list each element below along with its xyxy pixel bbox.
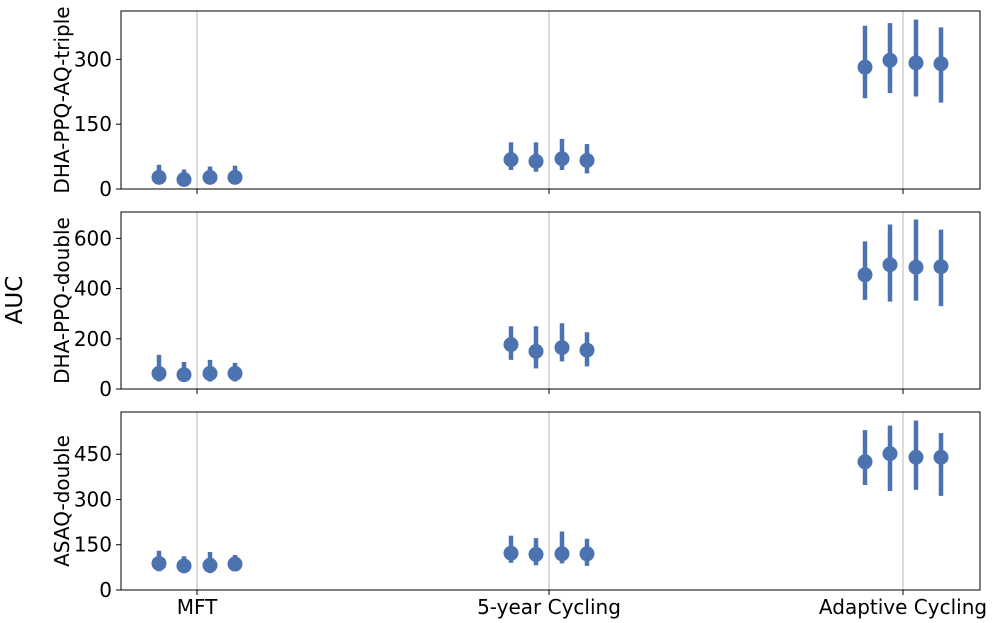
y-tick-label-3: 400: [74, 277, 112, 301]
data-point: [176, 367, 192, 383]
x-tick-label-3: Adaptive Cycling: [819, 595, 987, 619]
y-tick-label-1: 0: [99, 377, 112, 401]
y-tick-label-4: 450: [74, 442, 112, 466]
data-point: [176, 558, 192, 574]
data-point: [857, 267, 873, 283]
data-point: [503, 152, 519, 168]
data-point: [579, 546, 595, 562]
data-point: [202, 557, 218, 573]
data-point: [933, 56, 949, 72]
data-point: [176, 171, 192, 187]
y-tick-label-1: 0: [99, 177, 112, 201]
data-point: [528, 153, 544, 169]
data-point: [528, 546, 544, 562]
data-point: [857, 59, 873, 75]
data-point: [227, 556, 243, 572]
data-point: [151, 555, 167, 571]
panels: 0150300DHA-PPQ-AQ-triple0200400600DHA-PP…: [50, 6, 981, 602]
y-tick-label-2: 150: [74, 112, 112, 136]
y-tick-label-2: 200: [74, 327, 112, 351]
data-point: [202, 169, 218, 185]
data-point: [151, 365, 167, 381]
data-point: [503, 545, 519, 561]
data-point: [227, 365, 243, 381]
data-point: [908, 449, 924, 465]
data-point: [554, 151, 570, 167]
y-tick-label-2: 150: [74, 533, 112, 557]
x-axis-tick-labels: MFT 5-year Cycling Adaptive Cycling: [177, 595, 987, 619]
data-point: [882, 52, 898, 68]
data-point: [933, 259, 949, 275]
data-point: [579, 342, 595, 358]
data-point: [882, 257, 898, 273]
axes-frame: [120, 10, 981, 190]
y-tick-label-3: 300: [74, 47, 112, 71]
data-point: [908, 55, 924, 71]
y-tick-label-4: 600: [74, 226, 112, 250]
panel-y-label: DHA-PPQ-double: [50, 217, 74, 384]
x-tick-label-1: MFT: [177, 595, 218, 619]
data-point: [227, 169, 243, 185]
axes-frame: [120, 411, 981, 591]
data-point: [933, 449, 949, 465]
data-point: [503, 337, 519, 353]
panel-y-label: DHA-PPQ-AQ-triple: [50, 6, 74, 193]
data-point: [528, 343, 544, 359]
data-point: [882, 446, 898, 462]
axes-frame: [120, 211, 981, 390]
y-tick-label-1: 0: [99, 578, 112, 602]
x-tick-label-2: 5-year Cycling: [477, 595, 621, 619]
data-point: [202, 365, 218, 381]
data-point: [554, 546, 570, 562]
data-point: [579, 152, 595, 168]
data-point: [908, 259, 924, 275]
data-point: [151, 169, 167, 185]
shared-y-label: AUC: [2, 276, 28, 325]
data-point: [857, 454, 873, 470]
panel-y-label: ASAQ-double: [50, 435, 74, 567]
y-tick-label-3: 300: [74, 487, 112, 511]
data-point: [554, 340, 570, 356]
